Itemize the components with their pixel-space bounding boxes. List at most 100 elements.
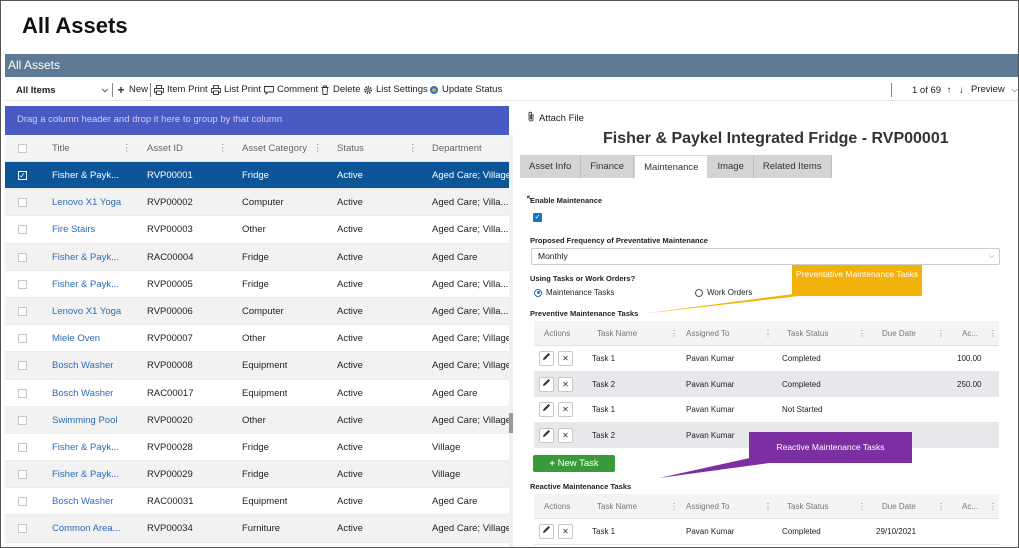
row-checkbox[interactable] [18,279,27,289]
table-row[interactable]: Lenovo X1 Yoga RVP00002 Computer Active Aged… [5,189,509,217]
cell-title[interactable]: Fisher & Payk... [52,278,120,290]
column-menu-icon[interactable]: ⋮ [937,502,945,511]
enable-maintenance-checkbox[interactable]: ✓ [533,213,542,222]
table-row[interactable]: Bosch Washer RVP00008 Equipment Active Aged … [5,352,509,380]
row-checkbox[interactable] [18,442,27,452]
attach-file-button[interactable]: Attach File [527,111,584,125]
subgrid-column-header[interactable]: Due Date [882,502,916,511]
row-checkbox[interactable] [18,252,27,262]
column-header-title[interactable]: Title [52,143,70,154]
subgrid-column-header[interactable]: Actions [544,502,571,511]
column-header-department[interactable]: Department [432,143,482,154]
column-menu-icon[interactable]: ⋮ [989,502,997,511]
column-header-status[interactable]: Status [337,143,364,154]
arrow-up-icon[interactable]: ↑ [946,85,952,96]
table-row[interactable]: Miele Oven RVP00007 Other Active Aged Care; … [5,325,509,353]
tab-image[interactable]: Image [708,155,754,178]
column-menu-icon[interactable]: ⋮ [858,502,866,511]
tab-related-items[interactable]: Related Items [753,155,832,178]
table-row[interactable]: Bosch Washer RAC00031 Equipment Active Aged … [5,488,509,516]
subgrid-column-header[interactable]: Task Name [597,502,638,511]
column-menu-icon[interactable]: ⋮ [858,329,866,338]
column-menu-icon[interactable]: ⋮ [670,329,678,338]
cell-title[interactable]: Fire Stairs [52,224,96,236]
table-row[interactable]: Fisher & Payk... RVP00028 Fridge Active Vill… [5,434,509,462]
delete-x-icon[interactable]: ✕ [558,351,573,366]
subgrid-column-header[interactable]: Task Name [597,329,638,338]
new-task-button[interactable]: + New Task [533,455,615,472]
delete-button[interactable]: Delete [320,84,360,95]
cell-title[interactable]: Bosch Washer [52,387,114,399]
cell-title[interactable]: Bosch Washer [52,360,114,372]
edit-pencil-icon[interactable] [539,351,554,366]
cell-title[interactable]: Miele Oven [52,333,101,345]
edit-pencil-icon[interactable] [539,402,554,417]
subgrid-column-header[interactable]: Task Status [787,329,829,338]
cell-title[interactable]: Common Area... [52,523,121,535]
radio-button[interactable] [695,288,703,297]
row-checkbox[interactable]: ✓ [18,171,27,180]
row-checkbox[interactable] [18,225,27,235]
column-header-asset-category[interactable]: Asset Category [242,143,307,154]
table-row[interactable]: Lenovo X1 Yoga RVP00006 Computer Active Aged… [5,297,509,326]
column-menu-icon[interactable]: ⋮ [218,143,228,154]
row-checkbox[interactable] [18,306,27,316]
radio-work-orders[interactable]: Work Orders [695,288,752,297]
edit-pencil-icon[interactable] [539,524,554,539]
subgrid-column-header[interactable]: Ac... [962,329,979,338]
delete-x-icon[interactable]: ✕ [558,376,573,392]
frequency-select[interactable]: Monthly ⌵ [531,248,1000,265]
table-row[interactable]: Fisher & Payk... RVP00005 Fridge Active Aged… [5,271,509,298]
list-print-button[interactable]: List Print [211,84,261,95]
list-settings-button[interactable]: List Settings [363,84,428,95]
column-menu-icon[interactable]: ⋮ [313,143,323,154]
cell-title[interactable]: Fisher & Payk... [52,170,120,181]
cell-title[interactable]: Swimming Pool [52,414,118,426]
subgrid-column-header[interactable]: Assigned To [686,502,730,511]
table-row[interactable]: Bosch Washer RAC00017 Equipment Active Aged … [5,380,509,407]
column-menu-icon[interactable]: ⋮ [989,329,997,338]
tab-asset-info[interactable]: Asset Info [520,155,582,178]
comment-button[interactable]: Comment [264,84,318,95]
row-checkbox[interactable] [18,415,27,425]
row-checkbox[interactable] [18,388,27,398]
table-row[interactable]: Fisher & Payk... RAC00004 Fridge Active Aged… [5,243,509,271]
column-menu-icon[interactable]: ⋮ [764,329,772,338]
table-row[interactable]: Common Area... RVP00034 Furniture Active Age… [5,515,509,543]
new-button[interactable]: + New [116,83,148,97]
subgrid-column-header[interactable]: Due Date [882,329,916,338]
column-header-asset-id[interactable]: Asset ID [147,143,183,154]
table-row[interactable]: ✓ Fisher & Payk... RVP00001 Fridge Active Age… [5,162,509,190]
radio-button[interactable] [534,288,542,297]
subgrid-column-header[interactable]: Task Status [787,502,829,511]
row-checkbox[interactable] [18,470,27,480]
column-menu-icon[interactable]: ⋮ [937,329,945,338]
cell-title[interactable]: Bosch Washer [52,496,114,508]
select-all-checkbox[interactable] [18,144,27,153]
update-status-button[interactable]: Update Status [429,84,502,95]
delete-x-icon[interactable]: ✕ [558,524,573,539]
preview-toggle[interactable]: Preview ⌵ [971,84,1018,95]
table-row[interactable]: Fire Stairs RVP00003 Other Active Aged Care;… [5,216,509,244]
subgrid-column-header[interactable]: Assigned To [686,329,730,338]
arrow-down-icon[interactable]: ↓ [959,85,964,96]
column-menu-icon[interactable]: ⋮ [408,143,418,154]
column-menu-icon[interactable]: ⋮ [670,502,678,511]
cell-title[interactable]: Lenovo X1 Yoga [52,197,122,209]
column-menu-icon[interactable]: ⋮ [122,143,132,154]
tab-finance[interactable]: Finance [581,155,635,178]
view-selector[interactable]: All Items ⌵ [16,85,108,96]
subgrid-column-header[interactable]: Ac... [962,502,979,511]
radio-maintenance-tasks[interactable]: Maintenance Tasks [534,288,614,297]
group-by-panel[interactable]: Drag a column header and drop it here to… [5,106,509,135]
tab-maintenance[interactable]: Maintenance [634,155,709,178]
edit-pencil-icon[interactable] [539,376,554,392]
row-checkbox[interactable] [18,524,27,534]
row-checkbox[interactable] [18,497,27,507]
cell-title[interactable]: Fisher & Payk... [52,469,120,481]
table-row[interactable]: Swimming Pool RVP00020 Other Active Aged Car… [5,406,509,434]
row-checkbox[interactable] [18,361,27,371]
row-checkbox[interactable] [18,198,27,208]
delete-x-icon[interactable]: ✕ [558,427,573,443]
cell-title[interactable]: Fisher & Payk... [52,441,120,453]
